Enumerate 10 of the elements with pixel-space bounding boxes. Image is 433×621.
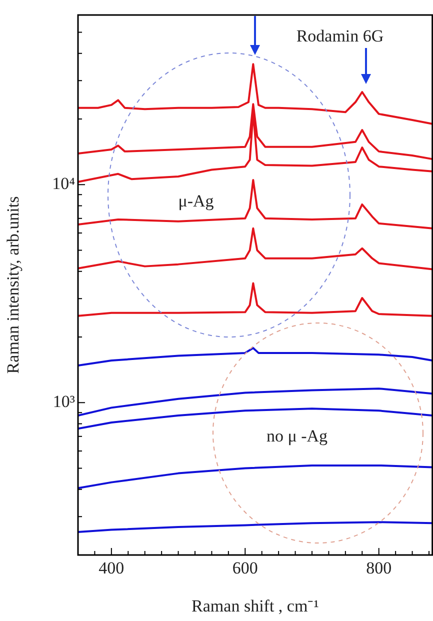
annotation: Rodamin 6G	[296, 26, 384, 46]
y-tick-label: 10³	[52, 392, 75, 412]
annotation: no μ -Ag	[266, 426, 328, 446]
y-tick-label: 10⁴	[52, 174, 76, 194]
x-tick-label: 800	[366, 558, 392, 578]
x-tick-label: 400	[98, 558, 124, 578]
y-axis-title: Raman intensity, arb.units	[4, 196, 23, 374]
x-axis-title: Raman shift , cm⁻¹	[192, 596, 319, 616]
x-tick-label: 600	[232, 558, 258, 578]
annotation: μ-Ag	[178, 191, 214, 210]
